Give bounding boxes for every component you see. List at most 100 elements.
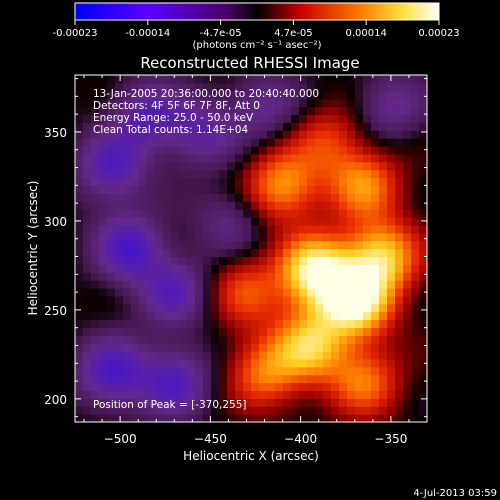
heatmap-cell xyxy=(123,319,132,328)
heatmap-cell xyxy=(267,303,276,313)
y-axis-label: Heliocentric Y (arcsec) xyxy=(26,181,40,316)
heatmap-cell xyxy=(291,145,300,155)
heatmap-cell xyxy=(179,216,188,226)
heatmap-cell xyxy=(291,82,300,92)
heatmap-cell xyxy=(195,406,204,415)
heatmap-cell xyxy=(395,303,404,313)
heatmap-cell xyxy=(299,232,308,242)
heatmap-cell xyxy=(355,303,364,313)
heatmap-cell xyxy=(267,75,276,84)
heatmap-cell xyxy=(379,280,388,289)
heatmap-cell xyxy=(163,327,172,336)
heatmap-cell xyxy=(203,224,212,234)
heatmap-cell xyxy=(227,177,236,187)
heatmap-cell xyxy=(139,130,148,139)
heatmap-cell xyxy=(131,343,140,352)
heatmap-cell xyxy=(331,122,340,131)
heatmap-cell xyxy=(219,98,228,108)
heatmap-cell xyxy=(91,240,100,250)
heatmap-cell xyxy=(243,287,252,297)
heatmap-cell xyxy=(347,335,356,344)
heatmap-cell xyxy=(227,153,236,163)
heatmap-cell xyxy=(267,256,276,265)
heatmap-cell xyxy=(219,177,228,187)
heatmap-cell xyxy=(163,106,172,116)
heatmap-cell xyxy=(187,256,196,265)
heatmap-cell xyxy=(83,303,92,313)
heatmap-cell xyxy=(147,224,156,234)
heatmap-cell xyxy=(91,145,100,155)
heatmap-cell xyxy=(275,280,284,289)
heatmap-cell xyxy=(275,177,284,187)
heatmap-cell xyxy=(99,248,108,257)
heatmap-cell xyxy=(163,224,172,234)
heatmap-cell xyxy=(283,414,292,422)
y-tick-label: 200 xyxy=(44,393,67,407)
heatmap-cell xyxy=(75,82,84,92)
heatmap-cell xyxy=(267,90,276,100)
heatmap-cell xyxy=(83,209,92,218)
heatmap-cell xyxy=(411,177,420,187)
heatmap-cell xyxy=(107,161,116,171)
heatmap-cell xyxy=(267,169,276,179)
heatmap-cell xyxy=(75,224,84,234)
heatmap-cell xyxy=(139,98,148,108)
heatmap-cell xyxy=(355,216,364,226)
heatmap-cell xyxy=(403,358,412,368)
heatmap-cell xyxy=(267,201,276,210)
heatmap-cell xyxy=(227,145,236,155)
heatmap-cell xyxy=(339,287,348,297)
heatmap-cell xyxy=(75,280,84,289)
heatmap-cell xyxy=(379,272,388,281)
heatmap-cell xyxy=(187,145,196,155)
heatmap-cell xyxy=(395,177,404,187)
heatmap-cell xyxy=(251,248,260,257)
heatmap-cell xyxy=(171,114,180,123)
heatmap-cell xyxy=(243,138,252,147)
heatmap-cell xyxy=(171,98,180,108)
heatmap-cell xyxy=(235,114,244,123)
heatmap-cell xyxy=(227,185,236,194)
heatmap-cell xyxy=(403,382,412,392)
heatmap-cell xyxy=(315,161,324,171)
heatmap-cell xyxy=(387,264,396,273)
heatmap-cell xyxy=(275,98,284,108)
heatmap-cell xyxy=(131,327,140,336)
heatmap-cell xyxy=(219,414,228,422)
heatmap-cell xyxy=(211,138,220,147)
info-detectors: Detectors: 4F 5F 6F 7F 8F, Att 0 xyxy=(93,100,260,112)
heatmap-cell xyxy=(195,382,204,392)
heatmap-cell xyxy=(299,169,308,179)
heatmap-cell xyxy=(315,303,324,313)
heatmap-cell xyxy=(275,216,284,226)
heatmap-cell xyxy=(323,216,332,226)
heatmap-cell xyxy=(155,145,164,155)
heatmap-cell xyxy=(387,185,396,194)
heatmap-cell xyxy=(91,177,100,187)
heatmap-cell xyxy=(355,335,364,344)
heatmap-cell xyxy=(299,177,308,187)
heatmap-cell xyxy=(235,303,244,313)
heatmap-cell xyxy=(371,319,380,328)
heatmap-cell xyxy=(315,382,324,392)
heatmap-cell xyxy=(363,114,372,123)
heatmap-cell xyxy=(267,398,276,407)
heatmap-cell xyxy=(259,406,268,415)
heatmap-cell xyxy=(275,351,284,360)
heatmap-cell xyxy=(387,193,396,202)
heatmap-cell xyxy=(203,248,212,257)
heatmap-cell xyxy=(339,161,348,171)
heatmap-cell xyxy=(371,193,380,202)
heatmap-cell xyxy=(91,366,100,376)
heatmap-cell xyxy=(275,161,284,171)
heatmap-cell xyxy=(411,185,420,194)
heatmap-cell xyxy=(355,311,364,321)
heatmap-cell xyxy=(219,351,228,360)
heatmap-cell xyxy=(115,224,124,234)
heatmap-cell xyxy=(267,145,276,155)
heatmap-cell xyxy=(195,335,204,344)
heatmap-cell xyxy=(363,185,372,194)
heatmap-cell xyxy=(339,138,348,147)
heatmap-cell xyxy=(195,193,204,202)
heatmap-cell xyxy=(107,327,116,336)
